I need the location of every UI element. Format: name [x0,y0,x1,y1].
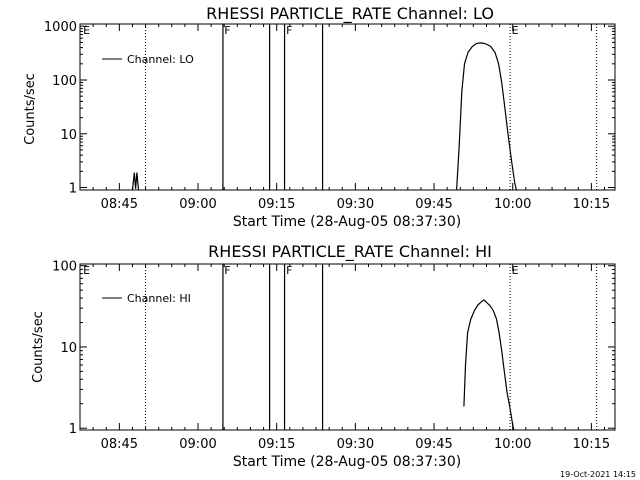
x-tick-label: 09:00 [179,437,216,452]
event-marker-label: E [83,264,90,277]
hi-channel-panel: RHESSI PARTICLE_RATE Channel: HI Start T… [31,242,616,470]
plot-area: 08:45 09:00 09:15 09:30 09:45 10:00 10:15 1 10 10… [52,260,616,452]
y-tick-label: 10 [60,128,77,143]
x-tick-label: 09:30 [337,197,374,212]
y-tick-label: 1 [69,422,77,437]
series-line [131,172,140,190]
legend-entry: Channel: LO [127,53,194,66]
legend: Channel: HI [102,292,191,305]
y-tick-label: 100 [52,260,77,275]
y-tick-label: 1000 [44,20,77,35]
event-marker-label: F [286,264,292,277]
lo-channel-panel: RHESSI PARTICLE_RATE Channel: LO Start T… [23,4,616,230]
x-tick-label: 09:15 [258,197,295,212]
plot-area: 08:45 09:00 09:15 09:30 09:45 10:00 10:15 1 10 10… [44,20,616,212]
y-tick-label: 1 [69,182,77,197]
event-marker-label: F [224,24,230,37]
axes-frame [79,23,616,191]
series-line [463,299,515,430]
y-tick-label: 100 [52,74,77,89]
x-tick-label: 09:00 [179,197,216,212]
x-tick-label: 10:15 [573,197,610,212]
x-tick-label: 09:45 [415,437,452,452]
legend: Channel: LO [102,53,194,66]
axes-frame [79,263,616,431]
x-tick-label: 09:15 [258,437,295,452]
x-tick-label: 10:00 [494,437,531,452]
event-marker-label: F [286,24,292,37]
x-tick-label: 10:00 [494,197,531,212]
x-tick-label: 08:45 [101,437,138,452]
y-axis-label: Counts/sec [23,73,38,145]
event-marker-label: E [83,24,90,37]
event-marker-label: E [512,264,519,277]
x-tick-label: 09:30 [337,437,374,452]
x-tick-label: 09:45 [415,197,452,212]
x-tick-label: 08:45 [101,197,138,212]
x-axis-label: Start Time (28-Aug-05 08:37:30) [233,454,461,470]
chart-title: RHESSI PARTICLE_RATE Channel: LO [206,4,494,24]
event-marker-label: E [512,24,519,37]
legend-entry: Channel: HI [127,292,191,305]
y-axis-label: Counts/sec [31,311,46,383]
chart-title: RHESSI PARTICLE_RATE Channel: HI [208,242,492,262]
series-line [456,42,517,190]
y-tick-label: 10 [60,341,77,356]
event-marker-label: F [224,264,230,277]
timestamp: 19-Oct-2021 14:15 [560,470,636,479]
x-axis-label: Start Time (28-Aug-05 08:37:30) [233,214,461,230]
x-tick-label: 10:15 [573,437,610,452]
